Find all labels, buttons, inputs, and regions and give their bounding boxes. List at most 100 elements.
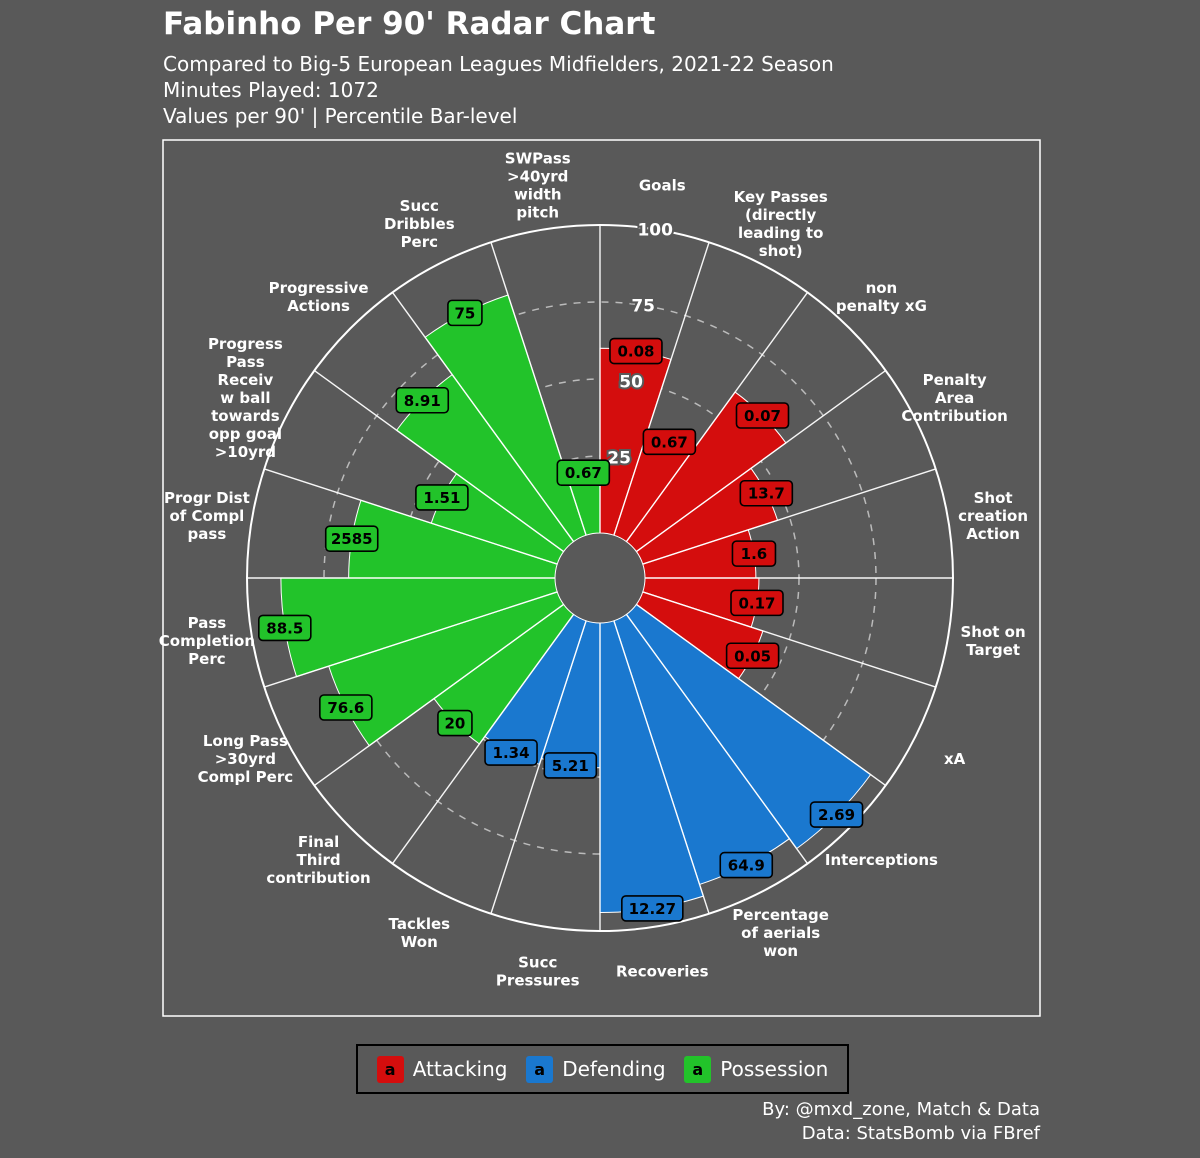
value-text: 0.07: [744, 407, 781, 425]
legend-item-possession: a Possession: [684, 1055, 829, 1083]
param-label-succ: Succ Pressures: [496, 954, 580, 990]
value-text: 0.08: [617, 343, 654, 361]
value-badge-key-passes: 0.67: [642, 428, 697, 456]
bar-long-pass: [328, 591, 565, 747]
sector-line: [264, 468, 558, 565]
subtitle-note: Values per 90' | Percentile Bar-level: [163, 104, 518, 128]
bar-interceptions: [625, 603, 872, 850]
value-text: 5.21: [552, 757, 589, 775]
value-text: 88.5: [266, 619, 303, 637]
value-badge-succ: 75: [447, 299, 483, 327]
sector-line: [391, 613, 575, 864]
value-badge-succ: 5.21: [543, 752, 598, 779]
param-label-xa: xA: [944, 750, 966, 768]
header: Fabinho Per 90' Radar Chart Compared to …: [163, 6, 834, 129]
bar-recoveries: [599, 620, 705, 914]
value-badge-long-pass: 76.6: [319, 694, 373, 721]
credit-source: Data: StatsBomb via FBref: [801, 1123, 1040, 1144]
value-badge-shot-on: 0.17: [730, 589, 784, 617]
radial-tick-100: 100: [637, 220, 673, 240]
value-badge-xa: 0.05: [725, 642, 780, 670]
sector-line: [613, 242, 710, 536]
value-badge-final: 20: [437, 709, 473, 737]
value-text: 1.34: [493, 744, 530, 762]
sector-line: [635, 369, 886, 553]
sector-line: [625, 613, 809, 864]
param-label-non: non penalty xG: [836, 279, 927, 315]
param-label-long-pass: Long Pass >30yrd Compl Perc: [198, 732, 294, 786]
value-badge-shot: 1.6: [731, 540, 777, 567]
value-badge-non: 0.07: [735, 402, 790, 429]
value-text: 0.67: [565, 464, 602, 482]
param-label-swpass: SWPass >40yrd width pitch: [505, 149, 571, 221]
value-badge-goals: 0.08: [609, 337, 663, 365]
sector-line: [264, 591, 558, 688]
sector-line: [642, 591, 936, 688]
credit-author: By: @mxd_zone, Match & Data: [762, 1099, 1040, 1120]
param-label-key-passes: Key Passes (directly leading to shot): [734, 188, 828, 260]
legend-item-attacking: a Attacking: [376, 1055, 508, 1083]
legend-label: Defending: [562, 1057, 666, 1081]
sector-line: [635, 603, 886, 787]
legend-swatch-possession: a: [684, 1055, 712, 1083]
param-label-recoveries: Recoveries: [616, 963, 709, 981]
chart-panel-border: [162, 139, 1041, 1017]
value-badge-recoveries: 12.27: [621, 895, 684, 922]
sector-line: [490, 242, 587, 536]
sector-line: [613, 620, 710, 914]
radial-tick-50: 50: [619, 372, 643, 392]
value-text: 76.6: [327, 699, 364, 717]
bar-succ: [424, 294, 587, 543]
value-text: 2.69: [818, 806, 855, 824]
param-label-progress: Progress Pass Receiv w ball towards opp goal >…: [208, 335, 283, 461]
legend-label: Attacking: [412, 1057, 508, 1081]
sector-line: [314, 603, 565, 787]
value-text: 0.67: [651, 433, 688, 451]
param-label-shot-on: Shot on Target: [961, 623, 1026, 659]
legend-swatch-defending: a: [526, 1055, 554, 1083]
sector-line: [314, 369, 565, 553]
param-label-progr-dist: Progr Dist of Compl pass: [164, 489, 250, 543]
legend-item-defending: a Defending: [526, 1055, 666, 1083]
sector-line: [625, 292, 809, 543]
credits: By: @mxd_zone, Match & Data Data: StatsB…: [762, 1098, 1040, 1146]
value-badge-pass: 88.5: [258, 614, 312, 642]
outer-ring: [246, 224, 954, 932]
value-badge-tackles: 1.34: [484, 739, 538, 766]
param-label-goals: Goals: [639, 176, 686, 194]
param-label-shot: Shot creation Action: [958, 489, 1028, 543]
sector-line: [490, 620, 587, 914]
radial-tick-25: 25: [607, 449, 631, 469]
radial-tick-75: 75: [631, 296, 655, 316]
sector-line: [391, 292, 575, 543]
param-label-succ: Succ Dribbles Perc: [384, 197, 455, 251]
param-label-pass: Pass Completion Perc: [159, 614, 255, 668]
subtitle-minutes: Minutes Played: 1072: [163, 78, 379, 102]
param-label-tackles: Tackles Won: [389, 915, 451, 951]
bar-percentage: [613, 613, 791, 886]
legend: a Attacking a Defending a Possession: [356, 1044, 849, 1094]
value-badge-progressive: 8.91: [395, 386, 450, 414]
legend-swatch-attacking: a: [376, 1055, 404, 1083]
value-badge-interceptions: 2.69: [809, 801, 864, 828]
param-label-interceptions: Interceptions: [825, 851, 938, 869]
legend-label: Possession: [720, 1057, 829, 1081]
value-text: 12.27: [629, 900, 676, 918]
subtitle-comparison: Compared to Big-5 European Leagues Midfi…: [163, 52, 834, 76]
value-text: 2585: [331, 530, 373, 548]
value-text: 0.17: [738, 594, 775, 612]
value-badge-percentage: 64.9: [719, 851, 774, 879]
page-title: Fabinho Per 90' Radar Chart: [163, 6, 656, 42]
value-badge-penalty: 13.7: [739, 479, 794, 507]
value-text: 8.91: [404, 392, 441, 410]
bar-pass: [280, 577, 558, 678]
value-text: 1.51: [423, 489, 460, 507]
value-text: 75: [454, 304, 475, 322]
value-text: 1.6: [741, 545, 768, 563]
value-text: 13.7: [748, 485, 785, 503]
value-badge-swpass: 0.67: [556, 459, 611, 487]
sector-line: [642, 468, 936, 565]
param-label-percentage: Percentage of aerials won: [732, 906, 829, 960]
value-badge-progress: 1.51: [415, 484, 469, 511]
